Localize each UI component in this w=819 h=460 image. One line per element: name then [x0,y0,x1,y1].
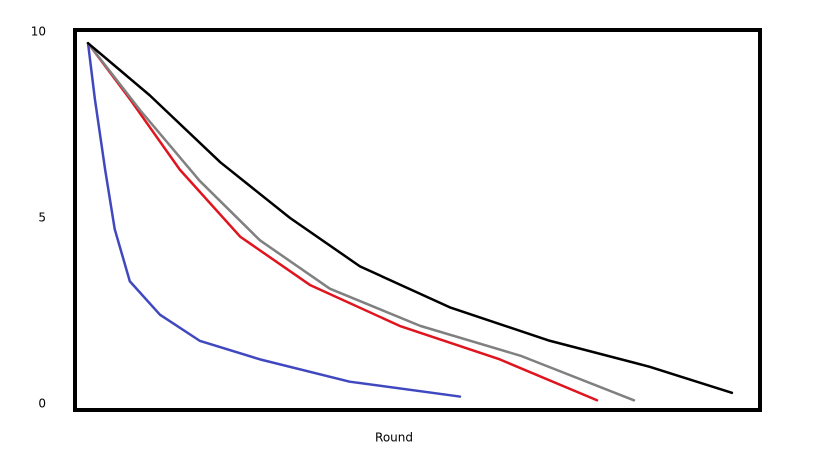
data-line [86,41,599,402]
y-tick-label: 0 [38,397,46,411]
x-axis-label: Round [375,431,413,445]
plot-frame [73,28,762,412]
data-line [86,41,462,398]
y-tick-label: 10 [31,25,46,39]
data-line [86,41,636,402]
data-line [86,41,734,395]
y-tick-label: 5 [38,211,46,225]
